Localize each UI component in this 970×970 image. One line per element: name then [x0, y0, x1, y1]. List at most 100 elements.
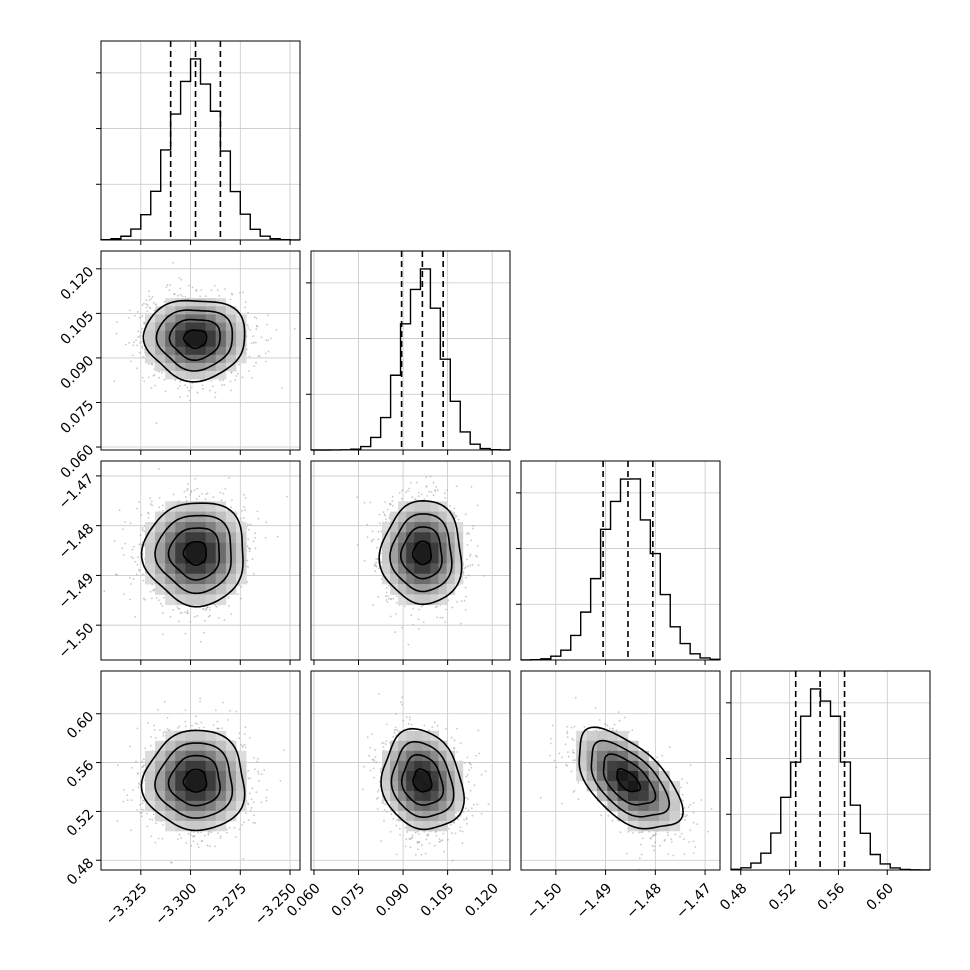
sample-point	[130, 360, 132, 363]
sample-point	[134, 560, 137, 563]
sample-point	[191, 286, 194, 289]
sample-point	[115, 332, 118, 335]
y-tick-label: −1.49	[56, 570, 98, 612]
sample-point	[251, 377, 254, 379]
sample-point	[372, 538, 375, 541]
sample-point	[226, 828, 228, 831]
sample-point	[178, 620, 180, 623]
sample-point	[186, 609, 189, 612]
sample-point	[570, 770, 573, 773]
sample-point	[149, 744, 152, 747]
sample-point	[141, 808, 143, 811]
sample-point	[229, 298, 232, 301]
sample-point	[415, 499, 417, 501]
sample-point	[184, 720, 187, 723]
sample-point	[147, 376, 150, 379]
sample-point	[251, 787, 254, 790]
sample-point	[200, 721, 203, 724]
sample-point	[414, 853, 417, 856]
density-cell	[225, 770, 237, 782]
sample-point	[130, 799, 133, 801]
density-cell	[596, 760, 608, 772]
sample-point	[199, 697, 202, 700]
density-cell	[406, 770, 415, 782]
sample-point	[227, 595, 230, 598]
sample-point	[136, 573, 138, 576]
x-tick-label: −1.49	[574, 880, 616, 922]
sample-point	[467, 565, 469, 568]
sample-point	[641, 831, 644, 833]
sample-point	[135, 760, 137, 763]
sample-point	[151, 818, 154, 821]
density-cell	[638, 800, 649, 812]
sample-point	[189, 834, 192, 836]
histogram-panel	[516, 460, 721, 665]
sample-point	[465, 817, 468, 819]
density-cell	[446, 573, 456, 585]
density-panel	[96, 250, 301, 455]
sample-point	[382, 511, 385, 513]
density-cell	[422, 790, 431, 802]
sample-point	[140, 544, 143, 546]
sample-point	[212, 385, 214, 388]
sample-point	[256, 760, 259, 763]
sample-point	[250, 806, 253, 809]
density-cell	[576, 750, 587, 762]
sample-point	[214, 604, 217, 607]
density-cell	[185, 820, 196, 832]
sample-point	[202, 608, 205, 610]
sample-point	[230, 613, 233, 615]
y-tick-label: −1.48	[56, 521, 98, 563]
sample-point	[465, 533, 468, 535]
density-cell	[215, 740, 227, 752]
density-cell	[659, 800, 670, 812]
sample-point	[155, 422, 158, 425]
sample-point	[184, 296, 187, 298]
sample-point	[212, 496, 215, 498]
sample-point	[191, 382, 194, 385]
density-cell	[205, 563, 217, 575]
sample-point	[132, 344, 135, 347]
sample-point	[638, 857, 641, 860]
sample-point	[384, 743, 387, 745]
sample-point	[143, 799, 145, 802]
density-cell	[155, 354, 166, 364]
sample-point	[371, 530, 374, 533]
sample-point	[414, 831, 417, 834]
density-cell	[430, 820, 439, 832]
sample-point	[550, 742, 552, 745]
density-cell	[596, 790, 608, 802]
sample-point	[466, 756, 469, 759]
density-cell	[145, 532, 156, 543]
sample-point	[202, 388, 205, 390]
sample-point	[191, 386, 193, 389]
sample-point	[574, 696, 577, 699]
density-cell	[205, 790, 217, 802]
density-cell	[422, 800, 431, 812]
sample-point	[145, 303, 148, 306]
sample-point	[613, 723, 616, 726]
sample-point	[383, 513, 386, 516]
histogram-step	[520, 478, 721, 661]
density-cell	[175, 790, 186, 802]
sample-point	[460, 622, 462, 625]
sample-point	[265, 796, 268, 799]
density-cell	[446, 542, 456, 554]
sample-point	[154, 384, 156, 387]
sample-point	[392, 597, 395, 600]
density-cell	[165, 553, 176, 564]
sample-point	[476, 803, 479, 806]
sample-point	[255, 324, 258, 327]
density-cell	[165, 511, 176, 523]
density-cell	[617, 790, 629, 802]
density-cell	[406, 501, 415, 512]
sample-point	[155, 597, 158, 599]
sample-point	[152, 589, 155, 592]
sample-point	[389, 615, 392, 618]
sample-point	[451, 859, 454, 862]
sample-point	[177, 294, 179, 297]
contour-line	[182, 768, 208, 793]
sample-point	[380, 840, 383, 842]
sample-point	[577, 781, 580, 784]
sample-point	[566, 736, 569, 738]
